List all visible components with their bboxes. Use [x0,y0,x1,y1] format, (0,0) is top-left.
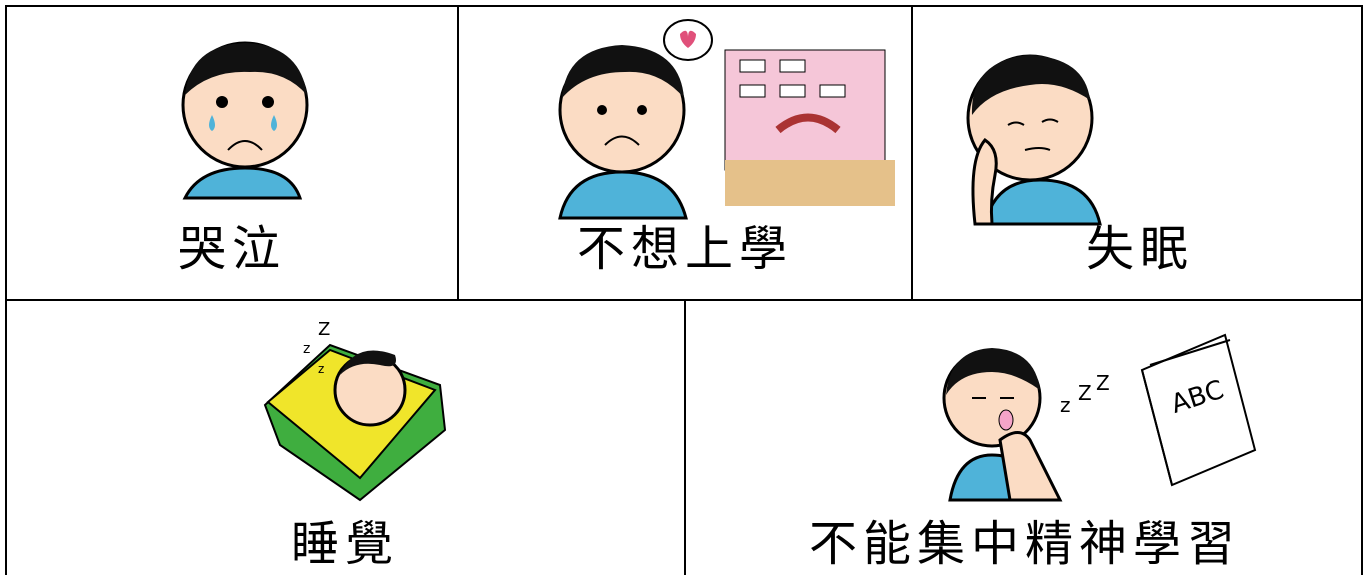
sleepy-study-illustration: z Z Z ABC [942,333,1257,502]
sound-letter: Z [318,319,330,340]
sleeping-illustration: Z z z [263,319,447,502]
sound-letter: Z [1096,371,1110,395]
sound-letter: z [303,341,310,357]
sound-letter: Z [1078,381,1092,405]
sound-letter: z [318,362,324,376]
card-label: 哭泣 [178,221,286,277]
insomnia-illustration [966,54,1102,226]
card-label: 失眠 [1086,221,1194,277]
crying-illustration [181,41,309,200]
table-grid [5,5,1363,575]
card-label: 睡覺 [291,516,399,572]
sound-letter: z [1060,393,1071,417]
no-school-illustration [558,19,895,220]
card-label: 不想上學 [577,221,793,277]
card-label: 不能集中精神學習 [809,516,1241,572]
